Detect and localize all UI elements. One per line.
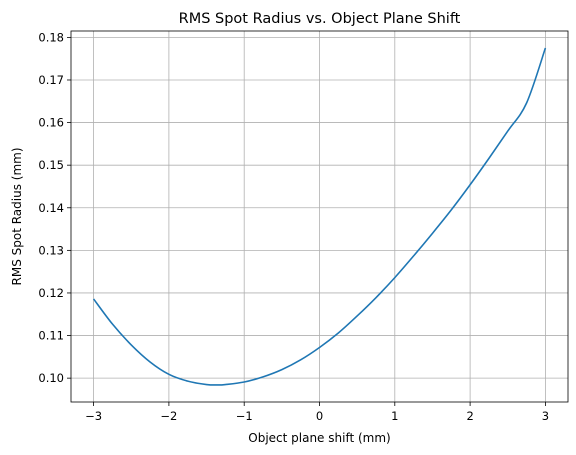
y-axis-label: RMS Spot Radius (mm) <box>10 147 24 285</box>
x-tick-label: −1 <box>236 409 253 423</box>
chart-title: RMS Spot Radius vs. Object Plane Shift <box>179 11 461 27</box>
x-axis-label: Object plane shift (mm) <box>248 431 390 445</box>
series-line <box>92 47 547 386</box>
y-tick-label: 0.12 <box>38 286 64 300</box>
y-axis: 0.10 0.11 0.12 0.13 0.14 0.15 0.16 0.17 0.18 <box>38 30 71 385</box>
y-tick-label: 0.15 <box>38 158 64 172</box>
x-tick-label: 2 <box>466 409 473 423</box>
series-layer <box>92 47 547 386</box>
y-tick-label: 0.10 <box>38 371 64 385</box>
x-axis: −3 −2 −1 0 1 2 3 <box>85 402 549 423</box>
y-tick-label: 0.17 <box>38 73 64 87</box>
x-tick-label: 0 <box>316 409 323 423</box>
y-tick-label: 0.14 <box>38 201 64 215</box>
grid <box>71 31 568 402</box>
x-tick-label: −2 <box>160 409 177 423</box>
x-tick-label: 1 <box>391 409 398 423</box>
x-tick-label: 3 <box>542 409 549 423</box>
y-tick-label: 0.18 <box>38 30 64 44</box>
y-tick-label: 0.11 <box>38 329 64 343</box>
x-tick-label: −3 <box>85 409 102 423</box>
y-tick-label: 0.16 <box>38 116 64 130</box>
y-tick-label: 0.13 <box>38 243 64 257</box>
